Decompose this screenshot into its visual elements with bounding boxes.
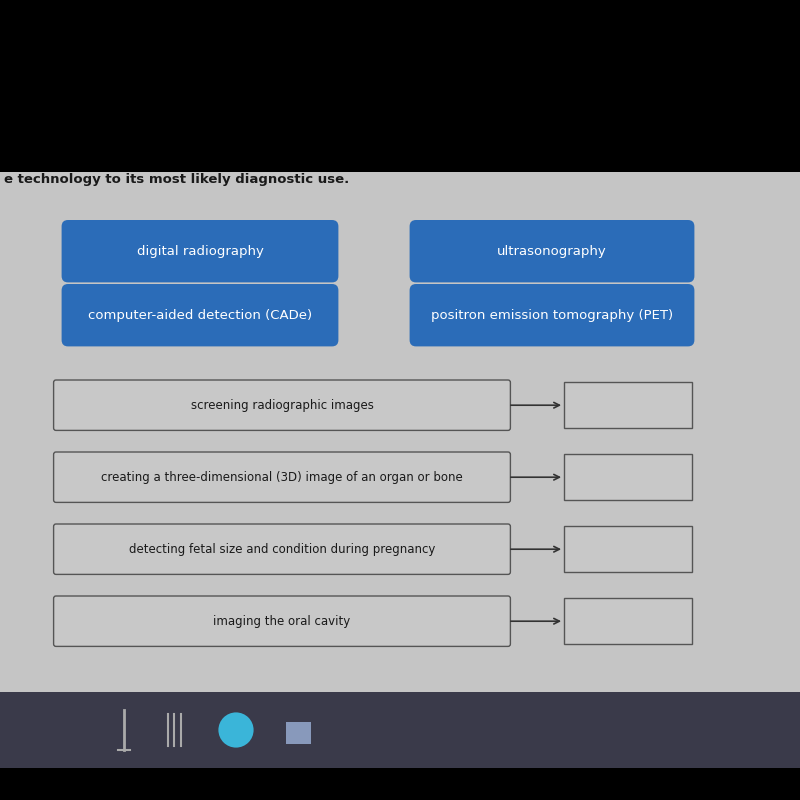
FancyBboxPatch shape	[564, 454, 692, 500]
FancyBboxPatch shape	[564, 598, 692, 644]
Bar	[0, 768, 800, 800]
Text: creating a three-dimensional (3D) image of an organ or bone: creating a three-dimensional (3D) image …	[101, 470, 463, 484]
Text: e technology to its most likely diagnostic use.: e technology to its most likely diagnost…	[4, 174, 350, 186]
Bar	[286, 722, 311, 744]
Text: ultrasonography: ultrasonography	[497, 245, 607, 258]
FancyBboxPatch shape	[564, 526, 692, 572]
FancyBboxPatch shape	[62, 284, 338, 346]
FancyBboxPatch shape	[54, 380, 510, 430]
Text: digital radiography: digital radiography	[137, 245, 263, 258]
Text: detecting fetal size and condition during pregnancy: detecting fetal size and condition durin…	[129, 542, 435, 556]
Bar	[0, 172, 800, 692]
Bar	[0, 0, 800, 172]
Text: imaging the oral cavity: imaging the oral cavity	[214, 614, 350, 628]
FancyBboxPatch shape	[62, 220, 338, 282]
Bar	[0, 692, 800, 768]
FancyBboxPatch shape	[54, 596, 510, 646]
FancyBboxPatch shape	[410, 284, 694, 346]
FancyBboxPatch shape	[54, 524, 510, 574]
Circle shape	[218, 712, 254, 747]
Text: screening radiographic images: screening radiographic images	[190, 398, 374, 412]
FancyBboxPatch shape	[564, 382, 692, 428]
Text: computer-aided detection (CADe): computer-aided detection (CADe)	[88, 309, 312, 322]
FancyBboxPatch shape	[54, 452, 510, 502]
Text: positron emission tomography (PET): positron emission tomography (PET)	[431, 309, 673, 322]
FancyBboxPatch shape	[410, 220, 694, 282]
